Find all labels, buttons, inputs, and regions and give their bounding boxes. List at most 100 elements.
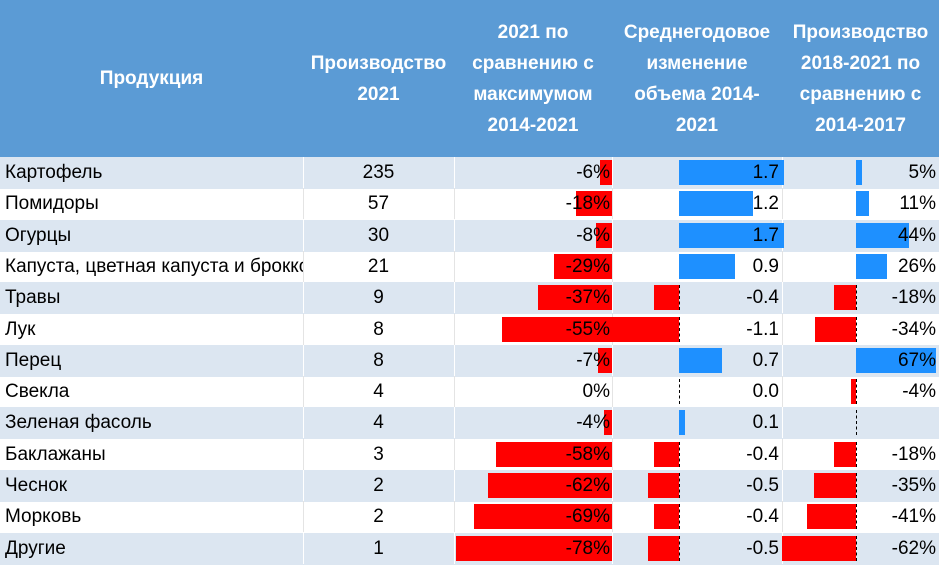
- vs-max-cell: -6%: [576, 162, 610, 183]
- column-separator: [612, 157, 613, 188]
- period-cell: 26%: [897, 255, 936, 277]
- table-row: Картофель 235 -6% 1.7 5%: [0, 157, 939, 189]
- column-separator: [303, 470, 304, 501]
- period-bar: [856, 222, 909, 248]
- table-row: Зеленая фасоль 4 -4% 0.1: [0, 407, 939, 440]
- column-separator: [303, 501, 304, 533]
- header-product: Продукция: [99, 68, 204, 89]
- period-bar: [806, 504, 856, 530]
- product-name-cell: Зеленая фасоль: [5, 412, 152, 434]
- table-row: Морковь 2 -69% -0.4 -41%: [0, 501, 939, 533]
- column-separator: [303, 376, 304, 408]
- period-bar: [834, 441, 856, 467]
- product-name-cell: Свекла: [5, 381, 70, 403]
- avg-change-cell: 1.2: [752, 193, 779, 215]
- avg-change-bar: [679, 410, 686, 436]
- header-avg-change: Среднегодовое изменение объема 2014- 202…: [623, 21, 771, 136]
- period-bar: [856, 160, 862, 185]
- column-separator: [454, 470, 455, 501]
- column-separator: [454, 188, 455, 220]
- product-name-cell: Баклажаны: [5, 443, 106, 465]
- avg-change-bar: [610, 316, 679, 342]
- product-name-cell: Чеснок: [5, 475, 68, 496]
- table-row: Свекла 4 0% 0.0 -4%: [0, 376, 939, 408]
- column-separator: [303, 438, 304, 470]
- table-row: Чеснок 2 -62% -0.5 -35%: [0, 470, 939, 502]
- period-zero-axis: [856, 379, 857, 405]
- header-production: Производство 2021: [310, 52, 447, 105]
- period-zero-axis: [856, 316, 857, 342]
- column-separator: [782, 470, 783, 501]
- period-bar: [834, 285, 856, 311]
- avg-change-cell: 0.1: [752, 412, 779, 434]
- vs-max-cell: -62%: [565, 475, 610, 496]
- table-row: Другие 1 -78% -0.5 -62%: [0, 532, 939, 565]
- column-separator: [612, 219, 613, 251]
- vs-max-bar: [600, 160, 612, 185]
- avg-change-bar: [679, 253, 735, 279]
- production-cell: 1: [373, 537, 384, 559]
- column-separator: [612, 532, 613, 564]
- production-cell: 21: [367, 255, 390, 277]
- header-vs-max: 2021 по сравнению с максимумом 2014-2021: [472, 21, 594, 136]
- production-cell: 4: [373, 412, 384, 434]
- avg-change-zero-axis: [679, 441, 680, 467]
- column-separator: [782, 250, 783, 282]
- column-separator: [454, 407, 455, 439]
- avg-change-zero-axis: [679, 535, 680, 561]
- column-separator: [612, 344, 613, 376]
- period-bar: [856, 253, 888, 279]
- column-separator: [303, 344, 304, 376]
- column-separator: [303, 157, 304, 188]
- vs-max-bar: [488, 473, 612, 498]
- vs-max-bar: [596, 222, 612, 248]
- column-separator: [782, 376, 783, 408]
- column-separator: [612, 188, 613, 220]
- vs-max-bar: [604, 410, 612, 436]
- table-row: Лук 8 -55% -1.1 -34%: [0, 313, 939, 346]
- table-row: Баклажаны 3 -58% -0.4 -18%: [0, 438, 939, 471]
- column-separator: [454, 501, 455, 533]
- period-cell: 67%: [897, 349, 936, 371]
- production-cell: 2: [373, 475, 384, 496]
- vs-max-bar: [496, 441, 612, 467]
- column-separator: [454, 282, 455, 314]
- avg-change-bar: [648, 535, 679, 561]
- production-cell: 57: [367, 193, 390, 215]
- column-separator: [782, 501, 783, 533]
- avg-change-bar: [654, 285, 679, 311]
- column-separator: [303, 532, 304, 564]
- product-name-cell: Перец: [5, 349, 62, 371]
- avg-change-bar: [679, 191, 754, 217]
- avg-change-zero-axis: [679, 504, 680, 530]
- vs-max-cell: -78%: [565, 537, 610, 559]
- production-cell: 8: [373, 349, 384, 371]
- column-separator: [454, 219, 455, 251]
- period-zero-axis: [856, 285, 857, 311]
- period-bar: [856, 191, 870, 217]
- avg-change-cell: -0.5: [746, 537, 779, 559]
- avg-change-cell: -0.5: [746, 475, 779, 496]
- period-cell: 44%: [897, 224, 936, 246]
- production-cell: 3: [373, 443, 384, 465]
- column-separator: [454, 250, 455, 282]
- period-zero-axis: [856, 473, 857, 498]
- vs-max-cell: -58%: [565, 443, 610, 465]
- column-separator: [782, 344, 783, 376]
- production-cell: 9: [373, 287, 384, 309]
- avg-change-cell: 0.7: [752, 349, 779, 371]
- period-bar: [815, 316, 856, 342]
- column-separator: [454, 157, 455, 188]
- table-row: Перец 8 -7% 0.7 67%: [0, 344, 939, 377]
- production-cell: 235: [362, 162, 395, 183]
- avg-change-cell: 1.7: [752, 224, 779, 246]
- period-bar: [781, 535, 856, 561]
- avg-change-bar: [654, 441, 679, 467]
- period-cell: -18%: [891, 287, 936, 309]
- avg-change-bar: [679, 160, 785, 185]
- product-name-cell: Травы: [5, 287, 61, 309]
- vs-max-bar: [554, 253, 612, 279]
- vs-max-cell: -69%: [565, 506, 610, 528]
- product-name-cell: Капуста, цветная капуста и брокколи: [5, 255, 303, 277]
